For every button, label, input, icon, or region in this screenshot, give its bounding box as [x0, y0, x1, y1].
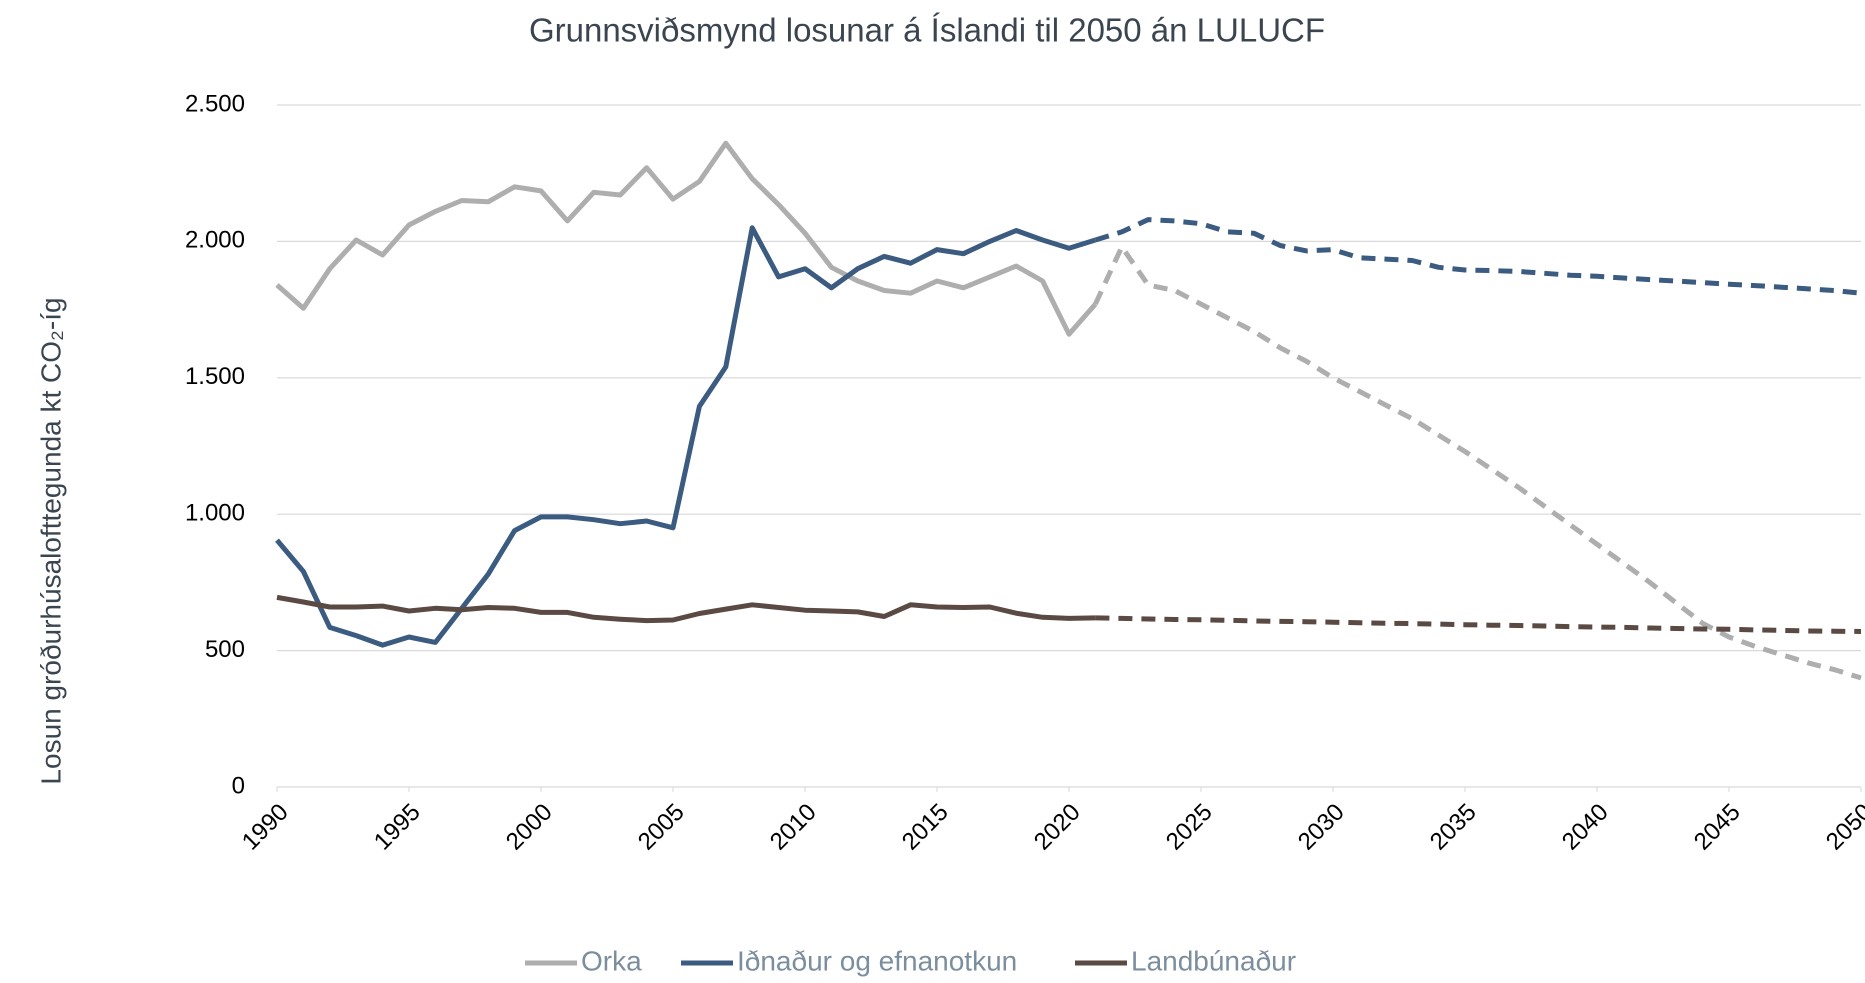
series-line — [276, 594, 1096, 624]
x-tick-label: 2050 — [1821, 799, 1865, 856]
y-tick-label: 2.500 — [185, 90, 245, 117]
series-line — [275, 225, 1097, 648]
y-tick-label: 1.000 — [185, 500, 245, 527]
x-tick-label: 2020 — [1029, 799, 1086, 856]
series-projection — [1095, 615, 1862, 634]
y-tick-label: 500 — [205, 636, 245, 663]
x-tick-label: 1990 — [237, 799, 294, 856]
legend-label: Landbúnaður — [1131, 945, 1296, 976]
x-tick-label: 2015 — [897, 799, 954, 856]
y-axis-title: Losun gróðurhúsalofttegunda kt CO₂-íg — [35, 297, 66, 784]
x-tick-label: 2045 — [1689, 799, 1746, 856]
y-tick-label: 0 — [232, 772, 245, 799]
x-tick-label: 2025 — [1161, 799, 1218, 856]
y-tick-label: 1.500 — [185, 363, 245, 390]
x-tick-label: 2035 — [1425, 799, 1482, 856]
series-line — [275, 140, 1098, 337]
x-tick-label: 2005 — [633, 799, 690, 856]
y-tick-label: 2.000 — [185, 227, 245, 254]
x-tick-label: 2030 — [1293, 799, 1350, 856]
x-tick-label: 2040 — [1557, 799, 1614, 856]
legend-label: Iðnaður og efnanotkun — [737, 945, 1017, 976]
series-projection — [1094, 217, 1862, 296]
x-tick-label: 1995 — [369, 799, 426, 856]
x-tick-label: 2000 — [501, 799, 558, 856]
x-tick-label: 2010 — [765, 799, 822, 856]
chart-title: Grunnsviðsmynd losunar á Íslandi til 205… — [529, 12, 1325, 49]
series-projection — [1093, 244, 1862, 681]
legend-label: Orka — [581, 945, 642, 976]
